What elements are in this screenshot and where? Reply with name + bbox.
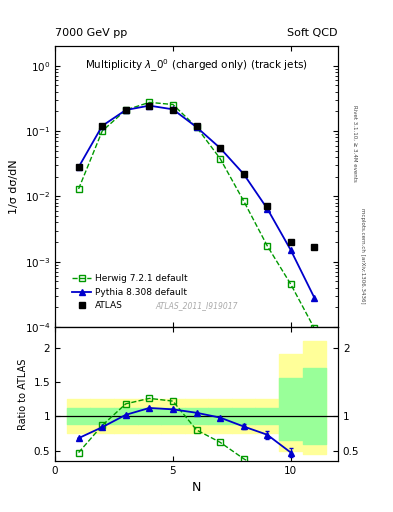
ATLAS: [218, 145, 222, 151]
X-axis label: N: N: [192, 481, 201, 494]
ATLAS: [265, 203, 270, 209]
Text: Multiplicity $\lambda\_0^0$ (charged only) (track jets): Multiplicity $\lambda\_0^0$ (charged onl…: [85, 57, 308, 74]
Line: Pythia 8.308 default: Pythia 8.308 default: [75, 102, 318, 301]
Herwig 7.2.1 default: [147, 99, 152, 105]
ATLAS: [194, 123, 199, 129]
Text: ATLAS_2011_I919017: ATLAS_2011_I919017: [155, 301, 238, 310]
Herwig 7.2.1 default: [312, 326, 317, 332]
Line: ATLAS: ATLAS: [75, 103, 318, 250]
Herwig 7.2.1 default: [241, 198, 246, 204]
Pythia 8.308 default: [171, 106, 175, 113]
Line: Herwig 7.2.1 default: Herwig 7.2.1 default: [75, 99, 318, 332]
ATLAS: [241, 171, 246, 177]
Text: mcplots.cern.ch [arXiv:1306.3436]: mcplots.cern.ch [arXiv:1306.3436]: [360, 208, 365, 304]
Pythia 8.308 default: [76, 164, 81, 170]
Herwig 7.2.1 default: [76, 186, 81, 192]
Legend: Herwig 7.2.1 default, Pythia 8.308 default, ATLAS: Herwig 7.2.1 default, Pythia 8.308 defau…: [68, 271, 191, 314]
ATLAS: [171, 107, 175, 113]
ATLAS: [288, 239, 293, 245]
Y-axis label: 1/σ dσ/dN: 1/σ dσ/dN: [9, 159, 19, 214]
Pythia 8.308 default: [241, 171, 246, 177]
Herwig 7.2.1 default: [194, 124, 199, 130]
Pythia 8.308 default: [312, 295, 317, 301]
ATLAS: [76, 164, 81, 170]
Pythia 8.308 default: [123, 107, 128, 113]
Text: Rivet 3.1.10, ≥ 3.4M events: Rivet 3.1.10, ≥ 3.4M events: [352, 105, 357, 182]
Pythia 8.308 default: [100, 123, 105, 129]
ATLAS: [123, 107, 128, 113]
Herwig 7.2.1 default: [100, 128, 105, 134]
Herwig 7.2.1 default: [218, 156, 222, 162]
ATLAS: [147, 103, 152, 109]
Pythia 8.308 default: [147, 102, 152, 109]
Pythia 8.308 default: [265, 205, 270, 211]
Pythia 8.308 default: [194, 124, 199, 130]
Herwig 7.2.1 default: [123, 107, 128, 113]
Herwig 7.2.1 default: [171, 101, 175, 108]
Pythia 8.308 default: [288, 247, 293, 253]
Herwig 7.2.1 default: [265, 243, 270, 249]
Herwig 7.2.1 default: [288, 281, 293, 287]
Text: Soft QCD: Soft QCD: [288, 28, 338, 38]
ATLAS: [100, 123, 105, 129]
Pythia 8.308 default: [218, 145, 222, 151]
Y-axis label: Ratio to ATLAS: Ratio to ATLAS: [18, 358, 28, 430]
ATLAS: [312, 244, 317, 250]
Text: 7000 GeV pp: 7000 GeV pp: [55, 28, 127, 38]
